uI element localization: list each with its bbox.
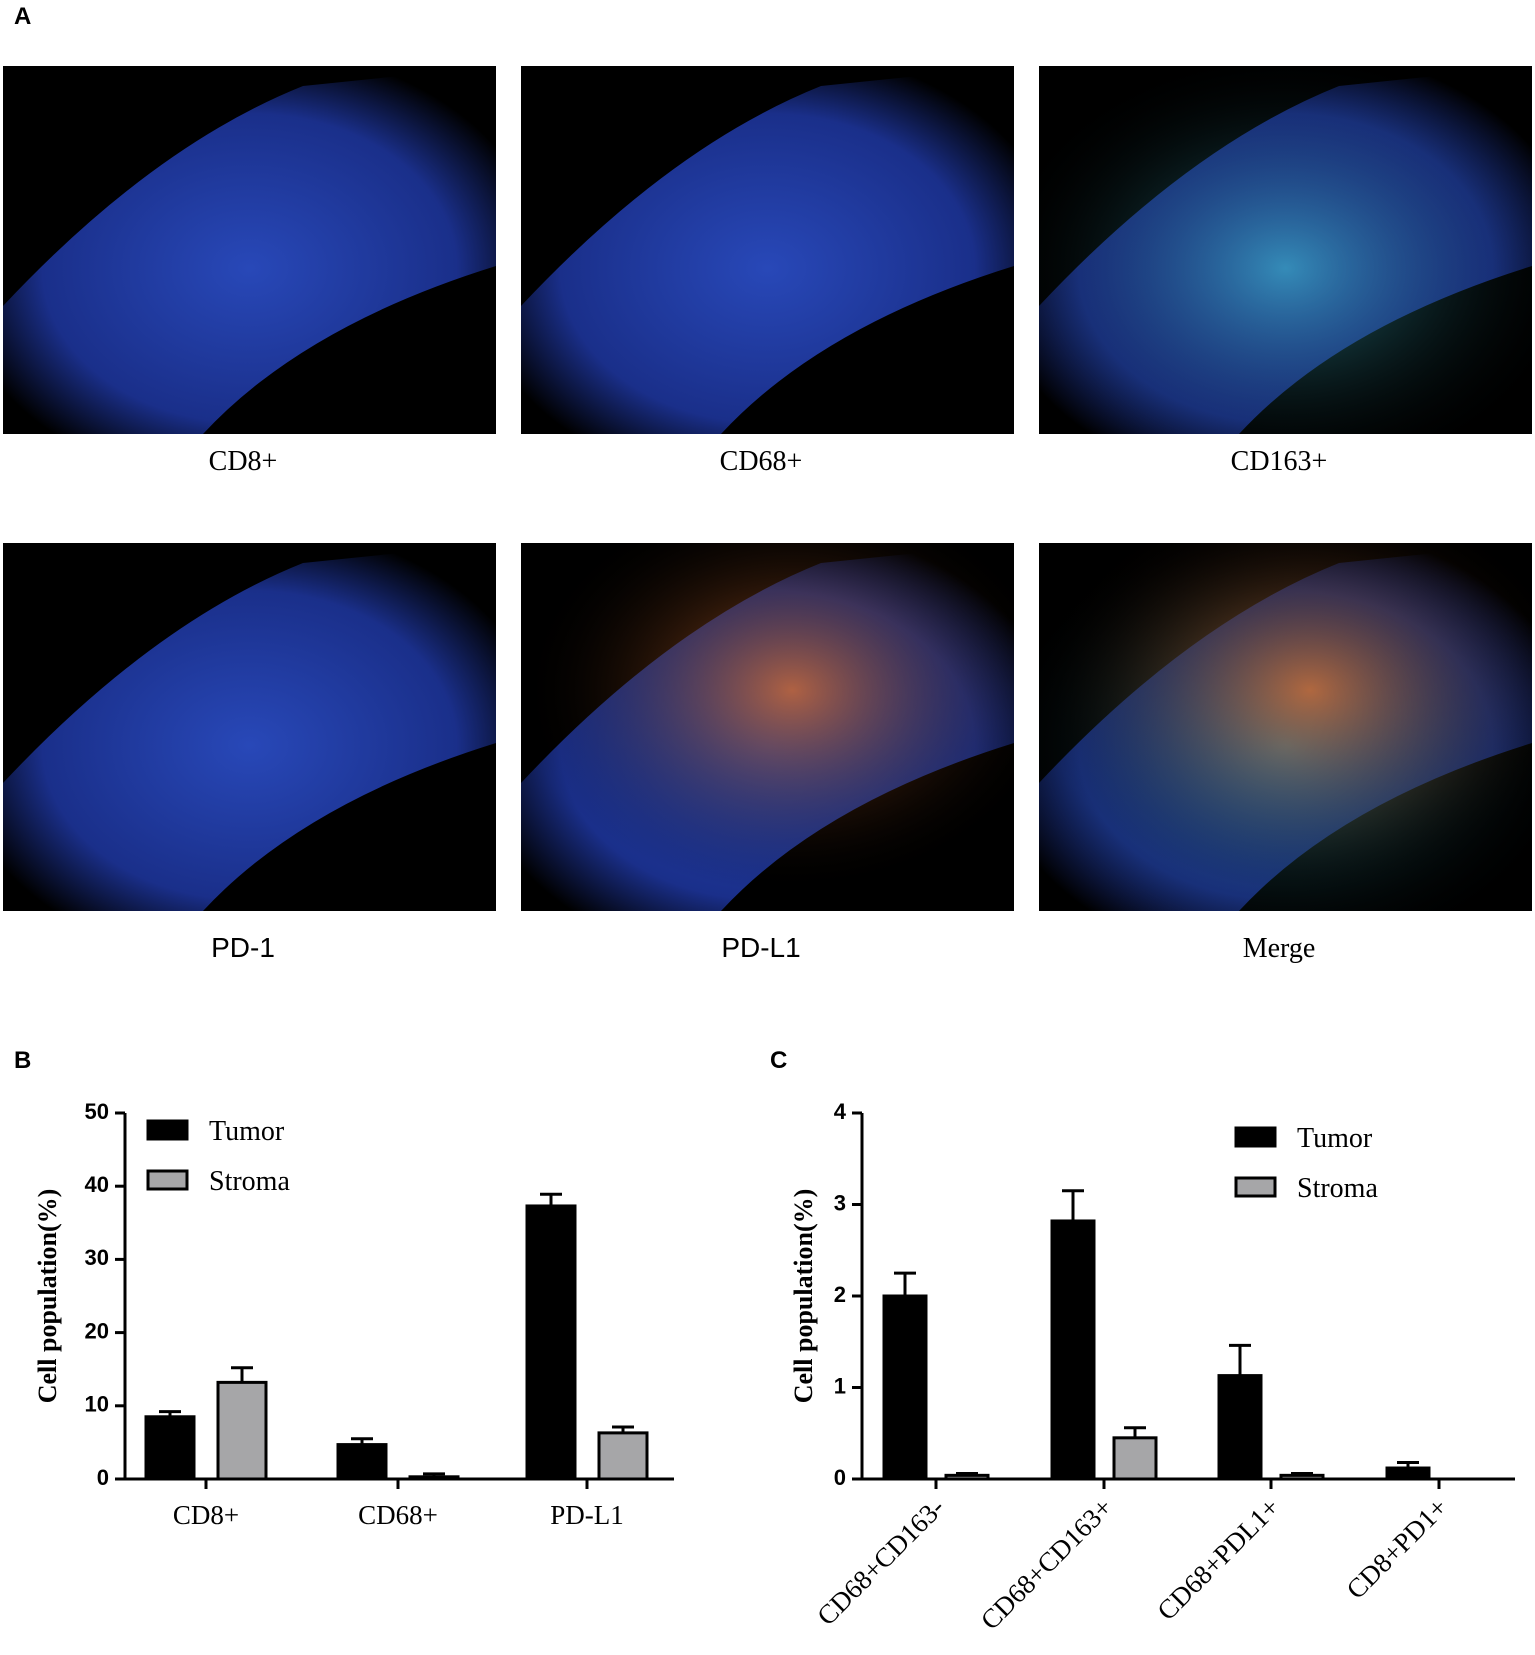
- legend-swatch: [146, 1119, 189, 1141]
- error-bar: [894, 1271, 916, 1296]
- error-bar: [540, 1192, 562, 1206]
- x-tick-label: PD-L1: [550, 1500, 624, 1530]
- stain: [1039, 543, 1532, 911]
- y-tick-label: 4: [834, 1099, 847, 1124]
- bar: [597, 1431, 649, 1481]
- error-bar: [1062, 1189, 1084, 1221]
- error-bar: [423, 1472, 445, 1477]
- error-bar: [1124, 1426, 1146, 1438]
- panel-letter: B: [14, 1047, 31, 1074]
- y-tick-label: 50: [85, 1099, 109, 1124]
- image-grid: CD8+ CD68+ CD163+ PD-1 PD-L1 Merge: [3, 66, 1532, 964]
- y-tick-label: 0: [834, 1465, 846, 1490]
- error-bar: [956, 1472, 978, 1476]
- error-bar: [1229, 1343, 1251, 1376]
- y-tick-label: 3: [834, 1190, 846, 1215]
- x-tick-label: CD68+CD163+: [975, 1492, 1119, 1636]
- legend-label: Tumor: [209, 1116, 285, 1147]
- tissue: [3, 543, 496, 911]
- error-bar: [1291, 1472, 1313, 1476]
- tissue: [521, 66, 1014, 434]
- image-label: Merge: [1243, 933, 1316, 964]
- error-bar: [159, 1410, 181, 1417]
- bar: [882, 1294, 928, 1481]
- legend-swatch: [1234, 1126, 1277, 1148]
- y-tick-label: 20: [85, 1318, 109, 1343]
- image-label: CD68+: [720, 446, 803, 477]
- y-axis-label: Cell population(%): [33, 1189, 62, 1404]
- bar: [1112, 1436, 1158, 1481]
- legend-label: Stroma: [209, 1166, 290, 1197]
- bar: [1279, 1473, 1325, 1481]
- image-label: PD-1: [211, 932, 275, 963]
- legend-label: Tumor: [1297, 1123, 1373, 1154]
- x-tick-label: CD68+CD163-: [811, 1492, 950, 1631]
- image-label: CD163+: [1231, 446, 1328, 477]
- bar: [336, 1443, 388, 1481]
- bar: [1217, 1374, 1263, 1481]
- error-bar: [231, 1366, 253, 1383]
- bar: [1385, 1466, 1431, 1481]
- bar: [1050, 1219, 1096, 1481]
- tissue: [3, 66, 496, 434]
- y-axis-label: Cell population(%): [789, 1189, 818, 1404]
- legend-swatch: [1234, 1176, 1277, 1198]
- bar: [944, 1473, 990, 1481]
- x-tick-label: CD8+: [173, 1500, 239, 1530]
- bar: [144, 1415, 196, 1481]
- y-tick-label: 40: [85, 1172, 109, 1197]
- x-tick-label: CD8+PD1+: [1340, 1492, 1453, 1605]
- y-tick-label: 1: [834, 1373, 846, 1398]
- y-tick-label: 2: [834, 1282, 846, 1307]
- bar: [408, 1475, 460, 1481]
- y-tick-label: 30: [85, 1245, 109, 1270]
- legend-swatch: [146, 1169, 189, 1191]
- panel-letter: A: [14, 3, 31, 30]
- x-tick-label: CD68+PDL1+: [1151, 1492, 1285, 1626]
- y-tick-label: 0: [97, 1465, 109, 1490]
- image-label: PD-L1: [721, 932, 800, 963]
- legend-label: Stroma: [1297, 1173, 1378, 1204]
- stain: [521, 543, 1014, 911]
- y-tick-label: 10: [85, 1392, 109, 1417]
- error-bar: [612, 1425, 634, 1433]
- bar: [216, 1380, 268, 1481]
- stain: [1039, 66, 1532, 434]
- bar: [525, 1204, 577, 1481]
- image-label: CD8+: [209, 446, 278, 477]
- error-bar: [351, 1437, 373, 1445]
- x-tick-label: CD68+: [358, 1500, 438, 1530]
- panel-letter: C: [770, 1047, 787, 1074]
- error-bar: [1397, 1461, 1419, 1469]
